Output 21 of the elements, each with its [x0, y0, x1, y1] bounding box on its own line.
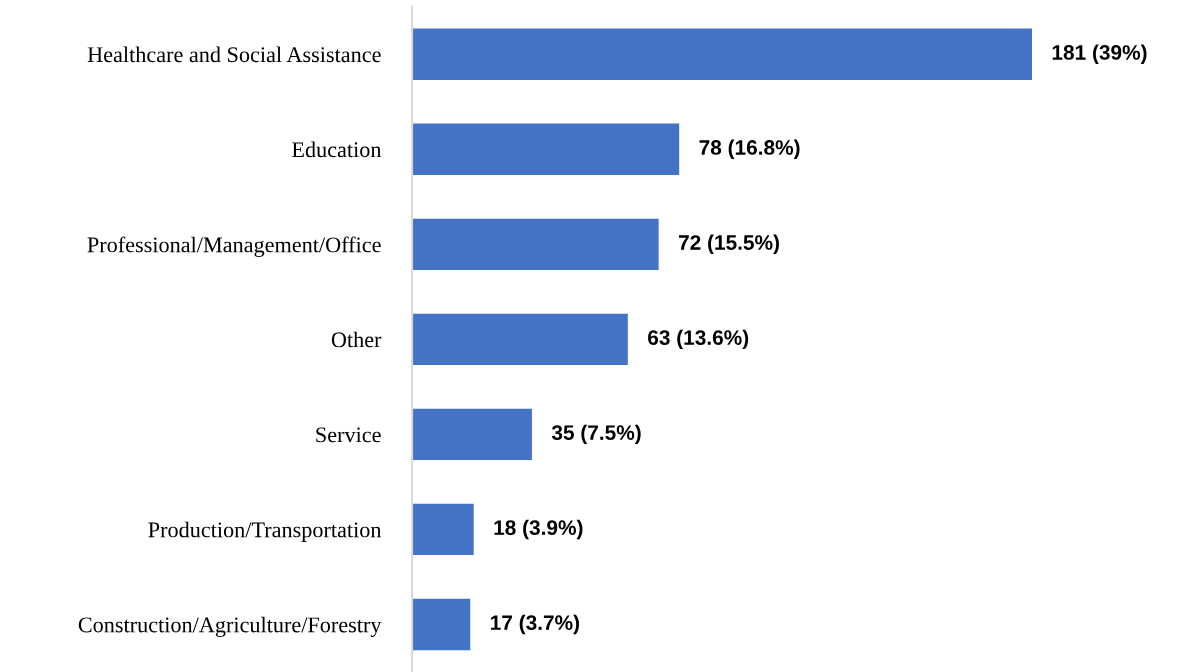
data-label: 35 (7.5%) — [551, 424, 641, 445]
y-tick-label: Service — [316, 427, 381, 443]
bar — [412, 598, 471, 651]
bar — [412, 123, 680, 175]
bar — [412, 218, 659, 270]
data-label: 18 (3.9%) — [494, 519, 583, 540]
data-label: 78 (16.8%) — [699, 139, 800, 159]
y-tick-label: Production/Transportation — [148, 521, 382, 542]
data-label: 181 (39%) — [1052, 44, 1147, 64]
bar — [412, 28, 1032, 80]
y-tick-label: Healthcare and Social Assistance — [87, 46, 381, 63]
y-tick-label: Other — [331, 331, 382, 348]
data-label: 63 (13.6%) — [648, 329, 749, 350]
y-tick-label: Professional/Management/Office — [87, 236, 381, 257]
bar — [412, 313, 628, 366]
bar — [412, 408, 532, 461]
y-tick-label: Education — [292, 141, 382, 158]
data-label: 17 (3.7%) — [491, 614, 579, 635]
data-label: 72 (15.5%) — [678, 234, 779, 255]
y-tick-label: Construction/Agriculture/Forestry — [78, 616, 382, 637]
bar — [412, 503, 474, 556]
